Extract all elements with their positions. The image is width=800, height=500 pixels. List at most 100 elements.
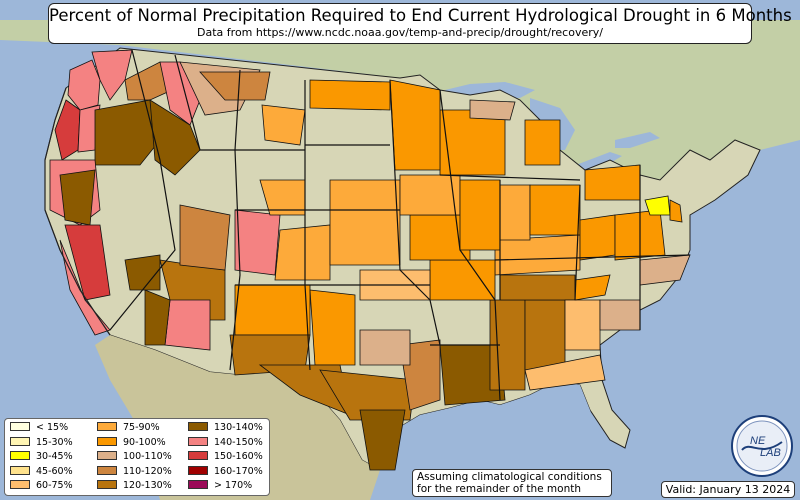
region-nv-south [124, 254, 161, 291]
legend-swatch [97, 480, 117, 489]
legend-item: 45-60% [10, 465, 73, 478]
region-tx-panhandle [359, 329, 411, 366]
legend-swatch [188, 465, 208, 475]
canada-land [0, 20, 800, 180]
legend-label: 75-90% [123, 422, 160, 433]
region-il [459, 179, 501, 251]
legend-item: 60-75% [10, 480, 73, 492]
legend-label: 110-120% [123, 465, 172, 477]
legend-swatch [188, 480, 208, 489]
legend-label: 30-45% [36, 451, 73, 462]
legend-label: 160-170% [214, 465, 263, 477]
valid-date: Valid: January 13 2024 [661, 481, 795, 498]
legend-item: 90-100% [97, 436, 166, 449]
region-montana-s [261, 104, 306, 146]
region-ca-south [59, 239, 111, 336]
legend-label: 90-100% [123, 436, 166, 448]
region-wv [579, 214, 616, 261]
region-in [499, 184, 531, 241]
legend-item: 120-130% [97, 480, 172, 492]
legend-item: 160-170% [188, 465, 263, 478]
region-mn [389, 79, 441, 171]
region-ca-central [64, 224, 111, 301]
legend: < 15% 15-30% 30-45% 45-60% 60-75% 75-90% 90-10… [4, 418, 270, 496]
legend-item: 150-160% [188, 451, 263, 463]
region-pa [584, 164, 641, 201]
region-tx-c [319, 369, 416, 421]
region-or-coast [54, 99, 81, 161]
legend-item: 140-150% [188, 436, 263, 449]
legend-label: 15-30% [36, 436, 73, 448]
legend-swatch [97, 451, 117, 460]
legend-label: 100-110% [123, 451, 172, 462]
region-nm-e [309, 289, 356, 366]
logo-text-lab: LAB [760, 447, 781, 459]
legend-item: 110-120% [97, 465, 172, 478]
assumption-note: Assuming climatological conditions for t… [412, 469, 612, 497]
state-borders [109, 49, 691, 401]
region-ks [329, 209, 401, 266]
region-wa-coast [67, 59, 101, 111]
region-or-central [94, 99, 161, 166]
legend-label: 150-160% [214, 451, 263, 462]
legend-item: 75-90% [97, 422, 160, 434]
legend-item: 30-45% [10, 451, 73, 463]
region-az-south [164, 299, 211, 351]
region-sc [599, 299, 641, 331]
legend-label: 120-130% [123, 480, 172, 491]
legend-item: 100-110% [97, 451, 172, 463]
legend-label: > 170% [214, 480, 253, 491]
region-ne [329, 179, 401, 211]
region-de [669, 199, 683, 223]
region-al [524, 299, 566, 371]
legend-item: > 170% [188, 480, 252, 492]
legend-label: < 15% [36, 422, 69, 433]
region-mi-low [524, 119, 561, 166]
legend-swatch [188, 422, 208, 431]
map-subtitle: Data from https://www.ncdc.noaa.gov/temp… [197, 26, 603, 39]
region-wa-east [124, 61, 173, 101]
region-tx-south [359, 409, 406, 471]
legend-swatch [10, 422, 30, 431]
region-nm-nw [234, 284, 311, 336]
region-mi-up [469, 99, 516, 121]
lake-ontario [615, 132, 660, 148]
region-tn [499, 274, 576, 301]
legend-label: 45-60% [36, 465, 73, 477]
note-line-2: for the remainder of the month [417, 483, 582, 495]
region-ar [429, 259, 496, 301]
region-ut-w [179, 204, 231, 271]
region-co-e [274, 224, 331, 281]
note-line-1: Assuming climatological conditions [417, 471, 602, 483]
legend-swatch [97, 465, 117, 475]
region-oh [529, 184, 581, 236]
legend-swatch [97, 436, 117, 446]
region-ga-south [524, 354, 606, 391]
legend-swatch [10, 436, 30, 446]
logo-text-ne: NE [750, 435, 766, 447]
legend-item: 15-30% [10, 436, 73, 449]
region-ga-north [564, 299, 601, 351]
region-ut-e [234, 209, 281, 276]
legend-swatch [10, 480, 30, 489]
legend-swatch [188, 436, 208, 446]
legend-swatch [10, 451, 30, 460]
legend-swatch [188, 451, 208, 460]
region-nc-e [639, 254, 691, 286]
map-title: Percent of Normal Precipitation Required… [49, 6, 792, 25]
legend-label: 60-75% [36, 480, 73, 491]
region-az-se [144, 289, 171, 346]
legend-label: 140-150% [214, 436, 263, 448]
coastline [44, 87, 111, 336]
region-nd [309, 79, 391, 111]
region-nv-north [59, 169, 96, 226]
region-ky [494, 234, 581, 276]
nelab-logo: NE LAB [731, 415, 793, 477]
title-box: Percent of Normal Precipitation Required… [48, 3, 792, 44]
legend-swatch [97, 422, 117, 431]
region-wa-cascades [91, 49, 133, 101]
legend-item: 130-140% [188, 422, 263, 434]
region-idaho-central [149, 99, 201, 176]
region-montana-n [199, 71, 271, 101]
